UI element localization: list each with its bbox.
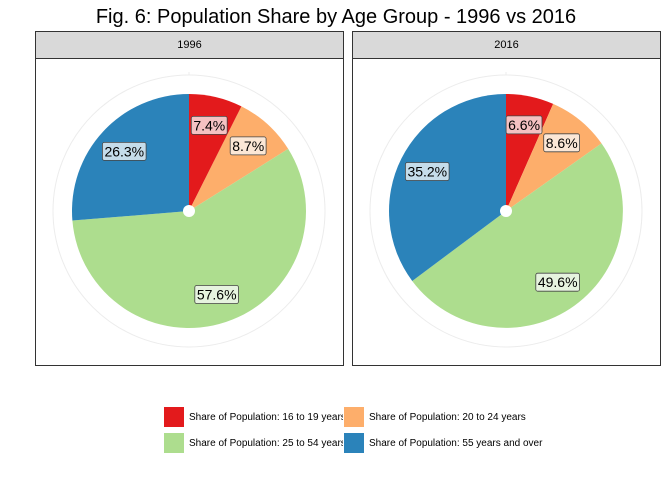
slice-value-label: 6.6% <box>508 117 540 133</box>
pie-center-hole <box>500 205 512 217</box>
pie-slice <box>506 103 602 211</box>
slice-value-label: 8.6% <box>546 135 578 151</box>
slice-value-label-box <box>543 133 580 153</box>
pie-slice <box>389 94 506 281</box>
slice-value-label-box <box>535 272 580 292</box>
pie-center-hole <box>183 205 195 217</box>
slice-value-label: 8.7% <box>232 138 264 154</box>
slice-value-label: 7.4% <box>193 117 225 133</box>
legend-key <box>343 432 365 454</box>
legend-item: Share of Population: 55 years and over <box>343 431 542 455</box>
pie-chart-1996: 7.4% 8.7% 57.6% 26.3% <box>52 72 326 348</box>
panel-2016: 2016 6.6% 8.6% 49.6% 35.2% <box>352 31 661 366</box>
pie-slice <box>72 148 306 328</box>
legend-item: Share of Population: 25 to 54 years <box>163 431 346 455</box>
slice-value-label-box <box>190 116 228 135</box>
legend-key <box>343 406 365 428</box>
pie-slice <box>189 106 289 211</box>
legend-item: Share of Population: 16 to 19 years <box>163 405 346 429</box>
slice-value-label: 35.2% <box>407 164 447 180</box>
chart-title: Fig. 6: Population Share by Age Group - … <box>95 6 577 28</box>
slice-value-label-box <box>405 162 450 181</box>
legend-item: Share of Population: 20 to 24 years <box>343 405 526 429</box>
legend: Share of Population: 16 to 19 years Shar… <box>163 405 543 457</box>
slice-value-label: 57.6% <box>197 287 237 303</box>
slice-value-label-box <box>229 136 267 156</box>
legend-label: Share of Population: 25 to 54 years <box>189 437 346 449</box>
plot-area-2016: 6.6% 8.6% 49.6% 35.2% <box>352 58 661 366</box>
slice-value-label: 49.6% <box>538 274 578 290</box>
legend-label: Share of Population: 55 years and over <box>369 437 543 449</box>
slice-value-label-box <box>194 285 239 304</box>
panel-1996: 1996 7.4% 8.7% 57.6% 26.3% <box>35 31 344 366</box>
legend-label: Share of Population: 16 to 19 years <box>189 411 346 423</box>
slice-value-label-box <box>505 115 543 135</box>
slice-value-label-box <box>102 142 147 161</box>
legend-key <box>163 432 185 454</box>
legend-key <box>163 406 185 428</box>
legend-label: Share of Population: 20 to 24 years <box>369 411 526 423</box>
plot-area-1996: 7.4% 8.7% 57.6% 26.3% <box>35 58 344 366</box>
panel-strip-1996: 1996 <box>35 31 344 59</box>
panel-strip-2016: 2016 <box>352 31 661 59</box>
pie-chart-2016: 6.6% 8.6% 49.6% 35.2% <box>369 72 643 348</box>
slice-value-label: 26.3% <box>104 143 144 159</box>
